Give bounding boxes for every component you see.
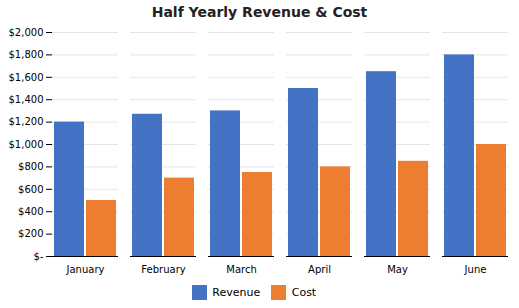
svg-text:$200: $200	[18, 228, 43, 239]
svg-text:April: April	[308, 264, 331, 275]
svg-text:June: June	[464, 264, 487, 275]
html-text:Half Yearly Revenue & Cost: Half Yearly Revenue & Cost	[151, 4, 368, 20]
svg-text:May: May	[387, 264, 408, 275]
svg-text:$1,400: $1,400	[9, 94, 44, 105]
svg-text:$1,800: $1,800	[9, 49, 44, 60]
svg-text:$600: $600	[18, 184, 43, 195]
svg-text:$1,600: $1,600	[9, 72, 44, 83]
svg-text:$1,000: $1,000	[9, 139, 44, 150]
svg-text:January: January	[66, 264, 105, 275]
svg-text:$400: $400	[18, 206, 43, 217]
svg-text:$1,200: $1,200	[9, 116, 44, 127]
svg-text:$800: $800	[18, 161, 43, 172]
svg-text:March: March	[226, 264, 256, 275]
svg-text:$-: $-	[34, 251, 44, 262]
svg-text:February: February	[141, 264, 185, 275]
html-text:Revenue: Revenue	[212, 285, 261, 299]
html-text:Cost: Cost	[291, 285, 317, 299]
svg-text:$2,000: $2,000	[9, 27, 44, 38]
